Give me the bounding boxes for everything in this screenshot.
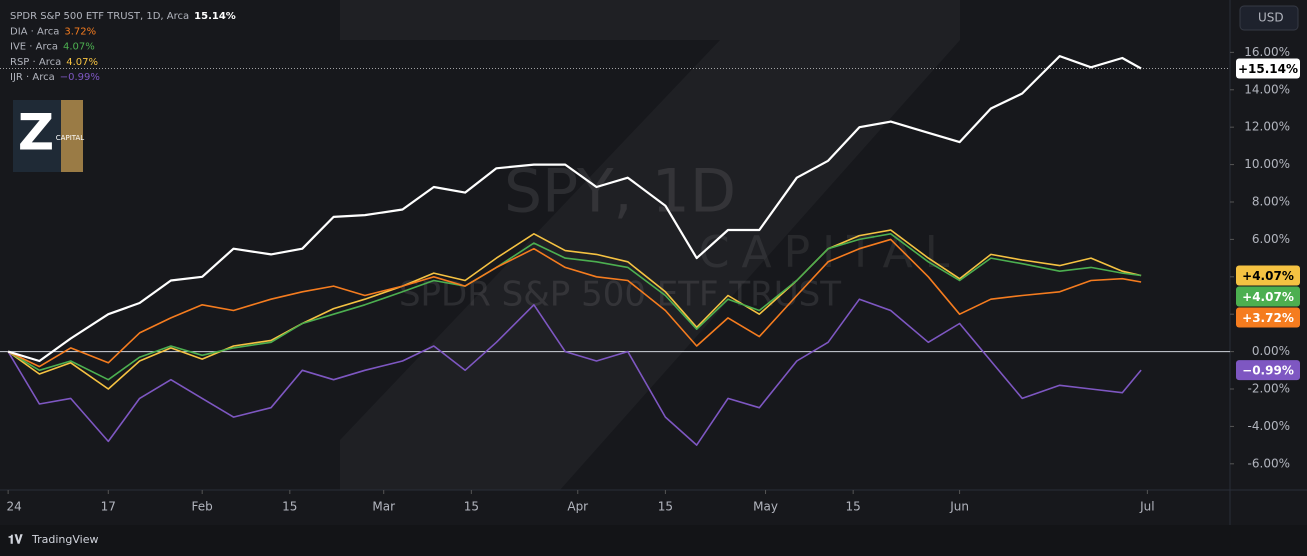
x-tick-label: 15 [846, 500, 861, 514]
x-tick-label: 24 [6, 500, 21, 514]
series-line [7, 55, 1142, 363]
price-label: +15.14% [1238, 62, 1298, 76]
footer [0, 525, 1307, 556]
price-badge [1236, 58, 1300, 79]
price-badge [1236, 286, 1300, 307]
y-tick-label: 16.00% [1244, 45, 1290, 59]
x-tick-label: 15 [282, 500, 297, 514]
x-tick-label: 17 [101, 500, 116, 514]
x-tick-label: Jul [1139, 500, 1154, 514]
watermark-symbol: SPY, 1D [504, 157, 736, 227]
legend-name: SPDR S&P 500 ETF TRUST, 1D, Arca [10, 11, 189, 22]
currency-button[interactable] [1239, 5, 1299, 31]
y-tick-label: 8.00% [1252, 194, 1290, 208]
logo-right [61, 100, 83, 172]
logo-letter: Z [18, 104, 54, 162]
brand-icon: 𝟏𝐕 [8, 533, 24, 547]
logo-left [13, 100, 61, 172]
x-tick-label: Jun [949, 500, 969, 514]
price-label: +4.07% [1242, 269, 1294, 283]
y-tick-label: 6.00% [1252, 232, 1290, 246]
y-tick-label: 14.00% [1244, 82, 1290, 96]
currency[interactable]: USD [1258, 11, 1284, 25]
y-tick-label: -6.00% [1248, 456, 1290, 470]
x-tick-label: 15 [658, 500, 673, 514]
price-label: +4.07% [1242, 290, 1294, 304]
price-badge [1236, 307, 1300, 328]
y-tick-label: 12.00% [1244, 120, 1290, 134]
x-tick-label: 15 [464, 500, 479, 514]
brand: TradingView [31, 533, 98, 546]
price-badge [1236, 360, 1300, 381]
x-tick-label: Apr [567, 500, 588, 514]
legend-value: 4.07% [63, 42, 95, 53]
legend-value: 3.72% [64, 26, 96, 37]
price-label: −0.99% [1242, 364, 1294, 378]
legend-value: −0.99% [60, 72, 100, 83]
legend-name: RSP · Arca [10, 57, 61, 68]
x-tick-label: Mar [372, 500, 395, 514]
legend-name: IVE · Arca [10, 42, 58, 53]
legend-value: 4.07% [66, 57, 98, 68]
legend-name: DIA · Arca [10, 26, 59, 37]
legend-name: IJR · Arca [10, 72, 55, 83]
logo: Z CAPITAL [13, 100, 84, 172]
legend-value: 15.14% [194, 11, 236, 22]
x-tick-label: Feb [192, 500, 213, 514]
price-badge [1236, 265, 1300, 286]
series-line [7, 298, 1142, 446]
series-line [7, 238, 1142, 368]
y-tick-label: -2.00% [1248, 382, 1290, 396]
series-line [7, 233, 1142, 381]
series-line [7, 229, 1142, 390]
y-tick-label: 10.00% [1244, 157, 1290, 171]
y-tick-label: 0.00% [1252, 344, 1290, 358]
x-tick-label: May [753, 500, 778, 514]
price-label: +3.72% [1242, 311, 1294, 325]
logo-text: CAPITAL [56, 134, 84, 142]
y-tick-label: -4.00% [1248, 419, 1290, 433]
